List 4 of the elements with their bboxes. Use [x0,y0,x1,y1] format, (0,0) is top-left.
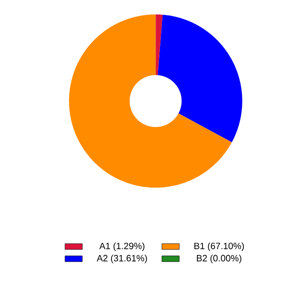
legend-label: A1 (1.29%) [99,242,144,252]
legend-label: A2 (31.61%) [96,254,147,264]
legend-label: B1 (67.10%) [194,242,244,252]
legend-label: B2 (0.00%) [196,254,242,264]
